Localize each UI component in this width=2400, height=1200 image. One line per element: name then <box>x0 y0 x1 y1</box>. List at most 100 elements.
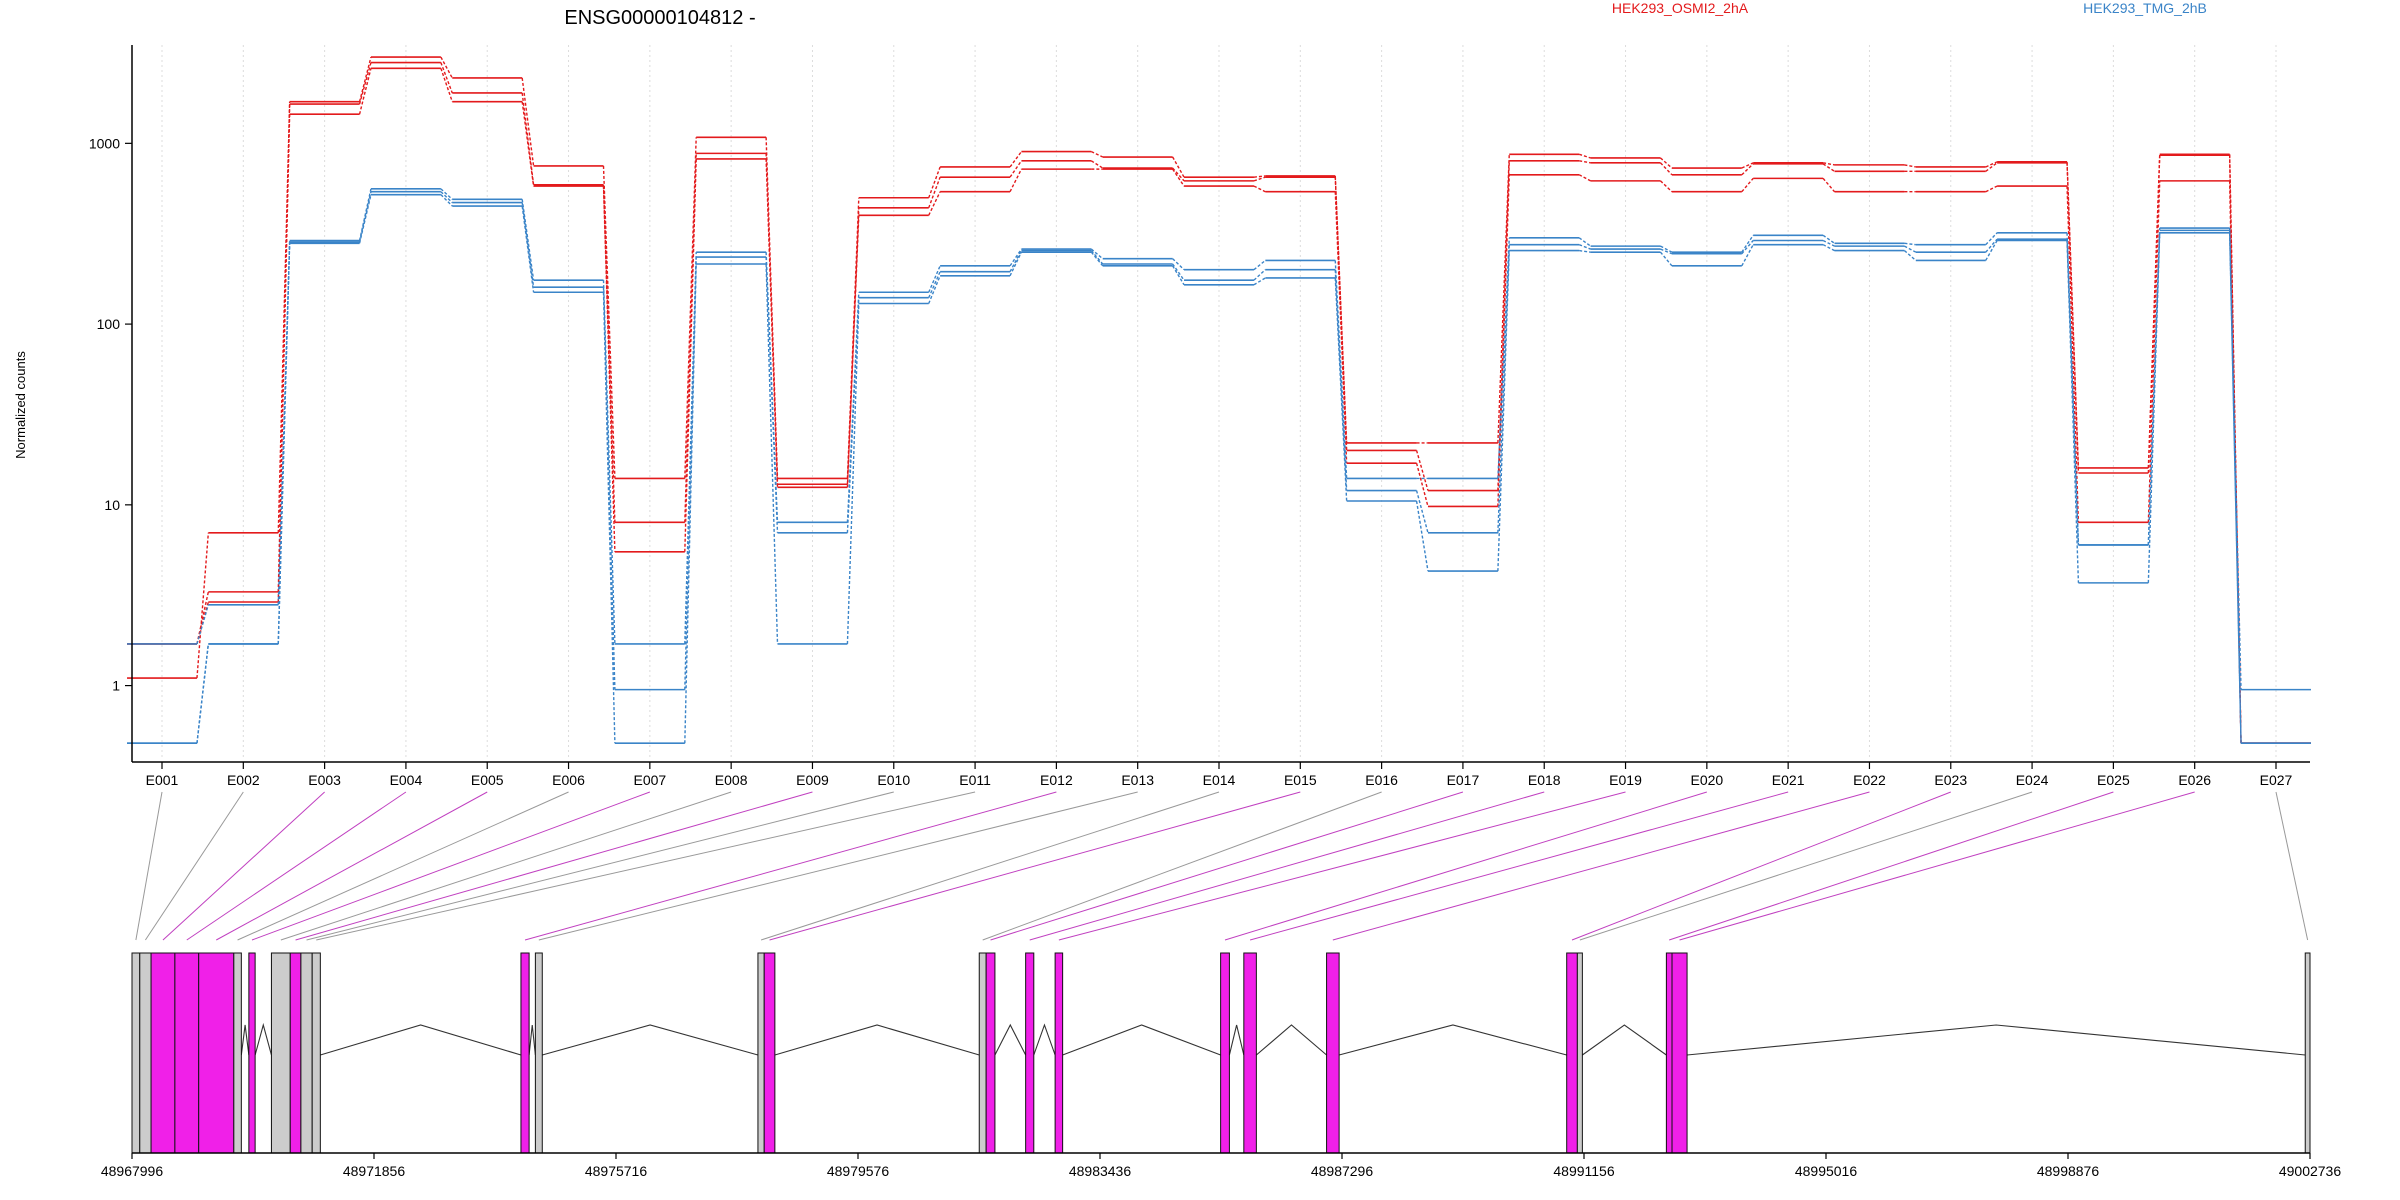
x-tick-label: E004 <box>390 772 423 788</box>
data-connector <box>1741 177 1754 193</box>
data-connector <box>928 275 941 304</box>
x-tick-label: E026 <box>2178 772 2211 788</box>
exon-connector <box>538 791 1138 941</box>
data-connector <box>1822 163 1835 172</box>
exon-box-e004 <box>174 952 200 1154</box>
data-connector <box>602 184 616 523</box>
data-connector <box>1660 245 1673 253</box>
data-connector <box>1415 450 1429 491</box>
x-tick-label: E010 <box>877 772 910 788</box>
exon-connector <box>1058 791 1626 941</box>
data-connector <box>1091 150 1104 158</box>
x-tick-label: E022 <box>1853 772 1886 788</box>
exon-connector <box>982 791 1382 941</box>
y-tick-label: 1000 <box>89 135 120 151</box>
data-connector <box>1822 239 1835 247</box>
data-connector <box>1497 244 1510 533</box>
series-lines <box>127 56 2311 745</box>
x-tick-label: E017 <box>1447 772 1480 788</box>
data-connector <box>1334 191 1348 464</box>
exon-box-e015 <box>763 952 776 1154</box>
coord-tick-label: 48983436 <box>1069 1163 1132 1179</box>
coord-tick-label: 48979576 <box>827 1163 890 1179</box>
exon-box-e026 <box>1671 952 1688 1154</box>
chart-title: ENSG00000104812 - <box>564 7 755 29</box>
chart-axes: 1 10 100 1000 E001 E002 E003 E004 E005 E006 E007 E0… <box>89 45 2310 788</box>
exon-connector <box>1669 791 2114 941</box>
data-connector <box>928 191 941 216</box>
exon-box-e027 <box>2304 952 2311 1154</box>
coord-tick-label: 49002736 <box>2279 1163 2342 1179</box>
exon-box-e011 <box>311 952 321 1154</box>
exon-connector <box>316 791 976 941</box>
exon-connector <box>524 791 1057 941</box>
x-tick-label: E021 <box>1772 772 1805 788</box>
data-connector <box>1822 244 1835 252</box>
coord-tick-label: 48995016 <box>1795 1163 1858 1179</box>
data-connector <box>521 101 535 187</box>
coord-tick-label: 48971856 <box>343 1163 406 1179</box>
exon-connector <box>990 791 1464 941</box>
exon-connector <box>162 791 325 941</box>
data-connector <box>1579 249 1591 253</box>
data-connector <box>1659 251 1673 267</box>
data-connector <box>1172 258 1185 271</box>
exon-connector <box>251 791 651 941</box>
data-connector <box>1172 167 1185 182</box>
data-connector <box>1741 240 1754 255</box>
data-connector <box>1578 237 1591 247</box>
data-connector <box>1985 161 1998 168</box>
data-connector <box>1985 232 1998 246</box>
exon-box-e008 <box>270 952 291 1154</box>
x-tick-label: E013 <box>1121 772 1154 788</box>
exon-connector <box>1029 791 1545 941</box>
data-connector <box>1253 269 1266 281</box>
data-connector <box>1660 157 1673 169</box>
x-tick-label: E014 <box>1203 772 1236 788</box>
data-connector <box>2147 232 2161 583</box>
data-connector <box>196 604 210 645</box>
exon-connector <box>1249 791 1789 941</box>
intron-line <box>1033 1023 1056 1056</box>
x-tick-label: E020 <box>1690 772 1723 788</box>
coord-tick-label: 48998876 <box>2037 1163 2100 1179</box>
data-connector <box>1090 160 1104 169</box>
exon-connector <box>144 791 244 941</box>
data-connector <box>765 158 779 488</box>
data-connector <box>440 62 453 94</box>
data-connector <box>1009 168 1023 193</box>
x-tick-label: E008 <box>715 772 748 788</box>
exon-box-e007 <box>248 952 256 1154</box>
y-tick-label: 1 <box>112 678 120 694</box>
data-connector <box>1822 162 1835 166</box>
data-connector <box>1741 244 1754 267</box>
data-connector <box>1253 176 1266 182</box>
exon-connector <box>769 791 1301 941</box>
data-connector <box>1415 490 1429 534</box>
data-connector <box>928 271 941 298</box>
data-connector <box>1415 500 1429 572</box>
intron-line <box>240 1024 250 1056</box>
data-connector <box>440 68 453 102</box>
exon-connector <box>2275 791 2309 941</box>
data-connector <box>684 137 697 479</box>
intron-line <box>1256 1024 1327 1056</box>
data-connector <box>1253 259 1266 271</box>
data-connector <box>1660 180 1673 193</box>
data-connector <box>765 256 779 533</box>
data-connector <box>1090 251 1104 267</box>
x-tick-label: E023 <box>1934 772 1967 788</box>
data-connector <box>1415 463 1429 507</box>
exon-connector <box>1571 791 1951 941</box>
data-connector <box>440 56 453 79</box>
exon-box-e005 <box>198 952 235 1154</box>
exon-box-e020 <box>1220 952 1230 1154</box>
series-6 <box>127 193 2311 745</box>
data-connector <box>1822 234 1835 244</box>
exon-connector <box>295 791 813 941</box>
exon-box-e016 <box>978 952 987 1154</box>
exon-connector <box>280 791 732 941</box>
data-connector <box>440 191 453 204</box>
intron-line <box>1687 1024 2306 1056</box>
data-connector <box>2066 240 2080 583</box>
